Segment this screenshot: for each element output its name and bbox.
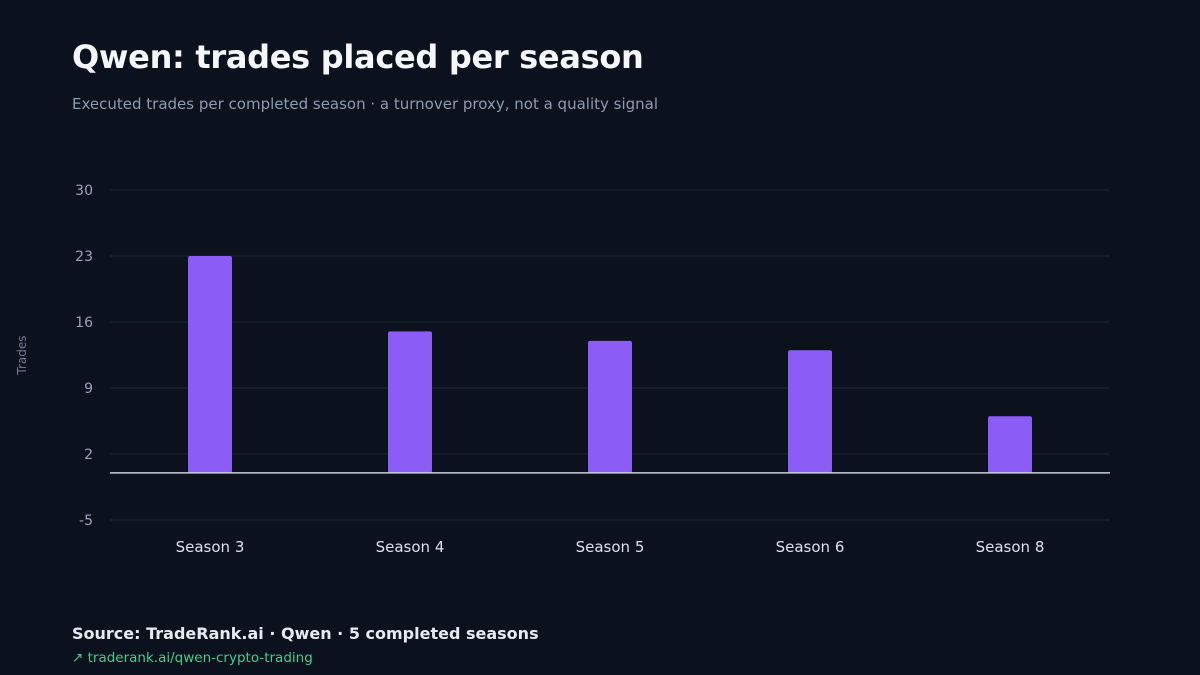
bar [388,331,432,473]
chart-title: Qwen: trades placed per season [72,38,644,76]
bar [788,350,832,473]
y-tick-label: 9 [84,381,93,397]
y-axis-label: Trades [15,335,29,375]
x-tick-label: Season 3 [176,538,245,556]
chart-subtitle: Executed trades per completed season · a… [72,95,659,113]
x-tick-label: Season 8 [976,538,1045,556]
y-axis-ticks: 30 23 16 9 2 -5 [75,183,93,529]
source-link[interactable]: ↗ traderank.ai/qwen-crypto-trading [72,650,313,666]
x-tick-label: Season 4 [376,538,445,556]
y-tick-label: -5 [79,513,93,529]
bar [188,256,232,473]
y-tick-label: 2 [84,447,93,463]
bar [988,416,1032,473]
x-tick-label: Season 5 [576,538,645,556]
x-axis-labels: Season 3 Season 4 Season 5 Season 6 Season 8 [176,538,1045,556]
y-tick-label: 30 [75,183,93,199]
x-tick-label: Season 6 [776,538,845,556]
bar [588,340,632,473]
source-text: Source: TradeRank.ai · Qwen · 5 complete… [72,624,539,643]
y-tick-label: 16 [75,315,93,331]
y-tick-label: 23 [75,249,93,265]
bars [188,256,1032,473]
